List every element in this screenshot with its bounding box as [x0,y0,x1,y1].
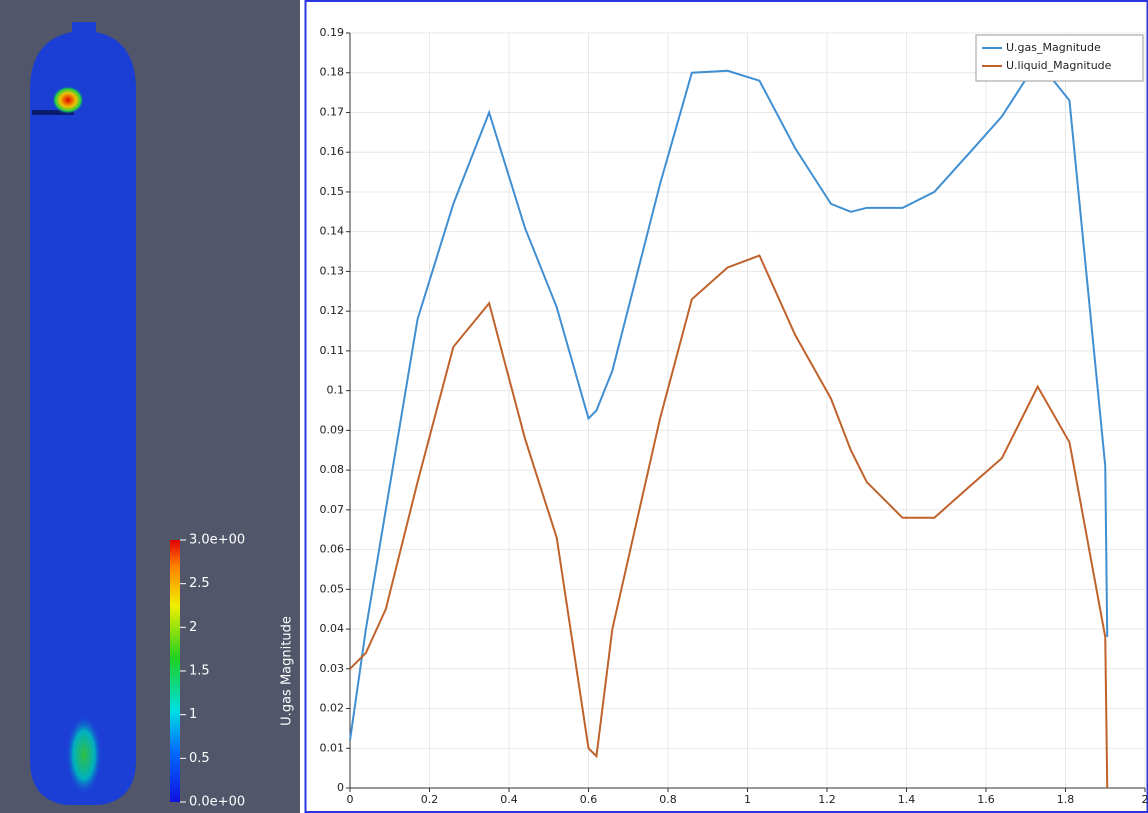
color-legend-title: U.gas Magnitude [280,616,295,726]
page: {"render_view": {"color_legend": {"title… [0,0,1148,813]
y-tick-label: 0.1 [327,384,345,397]
x-tick-label: 2 [1142,793,1148,806]
x-tick-label: 1.8 [1057,793,1075,806]
y-tick-label: 0.05 [320,582,345,595]
y-tick-label: 0.14 [320,225,345,238]
y-tick-label: 0 [337,781,344,794]
color-tick-label: 1 [189,707,197,722]
y-tick-label: 0.12 [320,304,345,317]
x-tick-label: 0.2 [421,793,439,806]
x-tick-label: 1.2 [818,793,836,806]
y-tick-label: 0.08 [320,463,345,476]
y-tick-label: 0.09 [320,423,345,436]
x-tick-label: 0.8 [659,793,677,806]
y-tick-label: 0.06 [320,543,345,556]
x-tick-label: 1.6 [977,793,995,806]
y-tick-label: 0.07 [320,503,345,516]
y-tick-label: 0.19 [320,26,345,39]
color-tick-label: 0.0e+00 [189,795,245,810]
color-bar [170,540,180,802]
color-tick-label: 0.5 [189,751,210,766]
legend-label: U.gas_Magnitude [1006,41,1101,54]
chart-view [306,1,1148,812]
color-tick-label: 3.0e+00 [189,533,245,548]
y-tick-label: 0.16 [320,145,345,158]
y-tick-label: 0.11 [320,344,345,357]
x-tick-label: 0.6 [580,793,598,806]
y-tick-label: 0.17 [320,105,345,118]
y-tick-label: 0.03 [320,662,345,675]
color-tick-label: 2.5 [189,576,210,591]
color-tick-label: 1.5 [189,664,210,679]
y-tick-label: 0.01 [320,741,345,754]
x-tick-label: 1.4 [898,793,916,806]
legend-label: U.liquid_Magnitude [1006,59,1112,72]
vessel [30,22,136,805]
y-tick-label: 0.02 [320,702,345,715]
y-tick-label: 0.13 [320,264,345,277]
x-tick-label: 0.4 [500,793,518,806]
color-tick-label: 2 [189,620,197,635]
y-tick-label: 0.04 [320,622,345,635]
y-tick-label: 0.18 [320,66,345,79]
x-tick-label: 1 [744,793,751,806]
plume [66,715,102,795]
screen: U.gas Magnitude 3.0e+00 2.5 2 1.5 1 0.5 0.0e+0… [0,0,1148,813]
y-tick-label: 0.15 [320,185,345,198]
x-tick-label: 0 [347,793,354,806]
hot-spot [52,86,84,114]
